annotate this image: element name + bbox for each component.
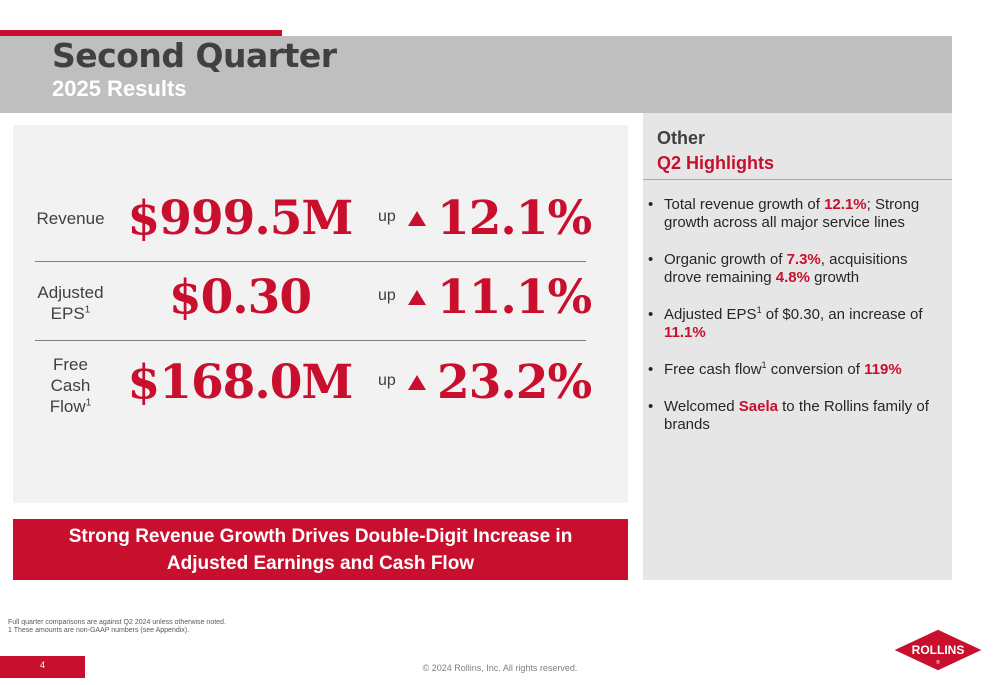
- logo-text: ROLLINS: [912, 643, 965, 657]
- metric-divider: [35, 261, 586, 262]
- metric-label-revenue: Revenue: [36, 209, 105, 228]
- list-item: Adjusted EPS1 of $0.30, an increase of 1…: [647, 306, 947, 342]
- metrics-panel: [13, 125, 628, 503]
- up-arrow-icon: [408, 290, 426, 305]
- metric-pct-eps: 11.1%: [437, 270, 592, 325]
- highlights-panel: [643, 113, 952, 580]
- metric-value-eps: $0.30: [168, 270, 312, 325]
- summary-banner: Strong Revenue Growth Drives Double-Digi…: [13, 519, 628, 580]
- metric-label-fcf: Free Cash Flow1: [49, 355, 92, 416]
- header-band: [0, 36, 952, 113]
- metric-pct-revenue: 12.1%: [437, 191, 592, 246]
- highlights-list: Total revenue growth of 12.1%; Strong gr…: [647, 196, 947, 453]
- page-number-bar: [0, 656, 85, 678]
- highlights-divider: [643, 179, 952, 180]
- metric-up-label: up: [378, 372, 396, 389]
- logo-mark: ®: [936, 659, 940, 666]
- accent-bar: [0, 30, 282, 36]
- list-item: Free cash flow1 conversion of 119%: [647, 361, 947, 380]
- copyright: © 2024 Rollins, Inc. All rights reserved…: [422, 663, 578, 673]
- highlights-title: Other: [657, 128, 706, 148]
- list-item: Welcomed Saela to the Rollins family of …: [647, 398, 947, 434]
- up-arrow-icon: [408, 211, 426, 226]
- page-number: 4: [39, 660, 45, 670]
- footnote-non-gaap: 1 These amounts are non-GAAP numbers (se…: [8, 627, 190, 634]
- rollins-logo: ROLLINS ®: [892, 628, 984, 672]
- list-item: Organic growth of 7.3%, acquisitions dro…: [647, 251, 947, 287]
- up-arrow-icon: [408, 375, 426, 390]
- highlights-subtitle: Q2 Highlights: [657, 153, 774, 173]
- metric-pct-fcf: 23.2%: [437, 355, 592, 410]
- metric-up-label: up: [378, 208, 396, 225]
- metric-divider: [35, 340, 586, 341]
- metric-label-eps: Adjusted EPS1: [37, 283, 104, 323]
- page-subtitle: 2025 Results: [52, 76, 187, 101]
- page-title: Second Quarter: [52, 36, 337, 75]
- metric-value-revenue: $999.5M: [127, 191, 354, 246]
- list-item: Total revenue growth of 12.1%; Strong gr…: [647, 196, 947, 232]
- footnote-comparisons: Full quarter comparisons are against Q2 …: [8, 619, 226, 626]
- metric-value-fcf: $168.0M: [127, 355, 354, 410]
- metric-up-label: up: [378, 287, 396, 304]
